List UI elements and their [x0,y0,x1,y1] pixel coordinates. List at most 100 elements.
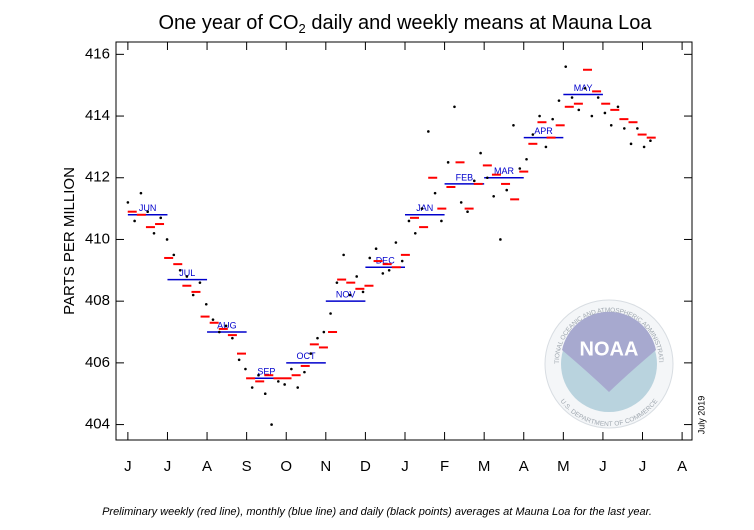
daily-point [590,114,594,118]
daily-point [126,201,130,204]
x-tick-label: M [557,458,570,475]
daily-point [335,281,339,284]
daily-point [185,275,189,278]
daily-point [616,105,620,109]
daily-point [525,157,528,161]
daily-point [342,253,345,257]
daily-point [505,188,509,192]
x-tick-label: A [677,458,687,475]
y-axis-label: PARTS PER MILLION [61,167,78,315]
daily-point [609,124,613,127]
daily-point [152,231,156,235]
daily-point [283,383,286,386]
daily-point [231,336,234,340]
daily-point [244,367,247,371]
daily-point [290,367,293,371]
daily-point [466,210,469,213]
daily-point [544,145,548,149]
month-label: MAR [494,166,515,176]
daily-point [172,253,176,257]
daily-point [348,293,352,297]
x-tick-label: D [360,458,371,475]
daily-point [538,114,541,118]
daily-point [159,216,163,220]
y-tick-label: 414 [85,107,110,124]
daily-point [453,105,456,109]
daily-point [446,161,450,164]
y-tick-label: 416 [85,45,110,62]
y-tick-label: 410 [85,230,110,247]
daily-point [322,330,326,334]
x-tick-label: S [242,458,252,475]
daily-point [531,133,535,136]
x-tick-label: O [280,458,292,475]
month-label: FEB [456,172,474,182]
daily-point [459,201,463,204]
daily-point [146,210,149,213]
y-tick-label: 404 [85,416,110,433]
x-tick-label: A [519,458,529,475]
daily-point [316,336,319,340]
daily-point [204,302,208,306]
daily-point [191,293,195,297]
daily-point [263,392,267,396]
daily-point [329,312,332,315]
daily-point [211,318,215,321]
chart-title: One year of CO2 daily and weekly means a… [158,12,652,36]
daily-point [133,219,136,223]
daily-point [512,124,515,127]
month-label: JAN [416,203,433,213]
daily-point [636,127,639,130]
month-label: NOV [336,290,356,300]
date-note: July 2019 [696,396,706,435]
daily-point [649,139,652,143]
daily-point [623,127,626,130]
month-label: JUL [179,268,195,278]
daily-point [165,238,169,241]
x-tick-label: J [164,458,172,475]
daily-point [178,269,182,272]
daily-point [557,99,561,102]
daily-point [472,179,476,183]
daily-point [551,117,554,121]
daily-point [499,238,502,241]
daily-point [368,256,372,260]
month-label: DEC [376,256,396,266]
logo-top [562,311,656,392]
daily-point [564,65,568,68]
daily-point [218,330,221,334]
plot-frame [115,41,693,441]
daily-point [139,191,143,195]
daily-point [400,259,404,263]
daily-point [257,373,260,377]
daily-point [224,324,228,328]
month-label: APR [534,126,553,136]
x-tick-label: J [639,458,647,475]
x-tick-label: M [478,458,491,475]
x-tick-label: J [124,458,132,475]
month-label: SEP [257,367,275,377]
daily-point [250,386,254,389]
caption: Preliminary weekly (red line), monthly (… [102,506,652,518]
daily-point [387,269,391,272]
daily-point [374,247,378,251]
daily-point [413,231,417,235]
daily-point [355,275,358,278]
daily-point [427,130,430,133]
daily-point [198,281,202,284]
x-tick-label: F [440,458,449,475]
daily-point [303,370,306,374]
logo-name: NOAA [580,338,639,360]
daily-point [270,423,273,426]
daily-point [583,86,587,90]
daily-point [277,380,280,383]
daily-point [381,272,385,275]
daily-point [433,191,437,195]
y-tick-label: 412 [85,169,110,186]
month-label: JUN [139,203,157,213]
title-part: One year of CO [158,12,298,34]
month-label: MAY [574,83,593,93]
daily-point [296,386,300,389]
